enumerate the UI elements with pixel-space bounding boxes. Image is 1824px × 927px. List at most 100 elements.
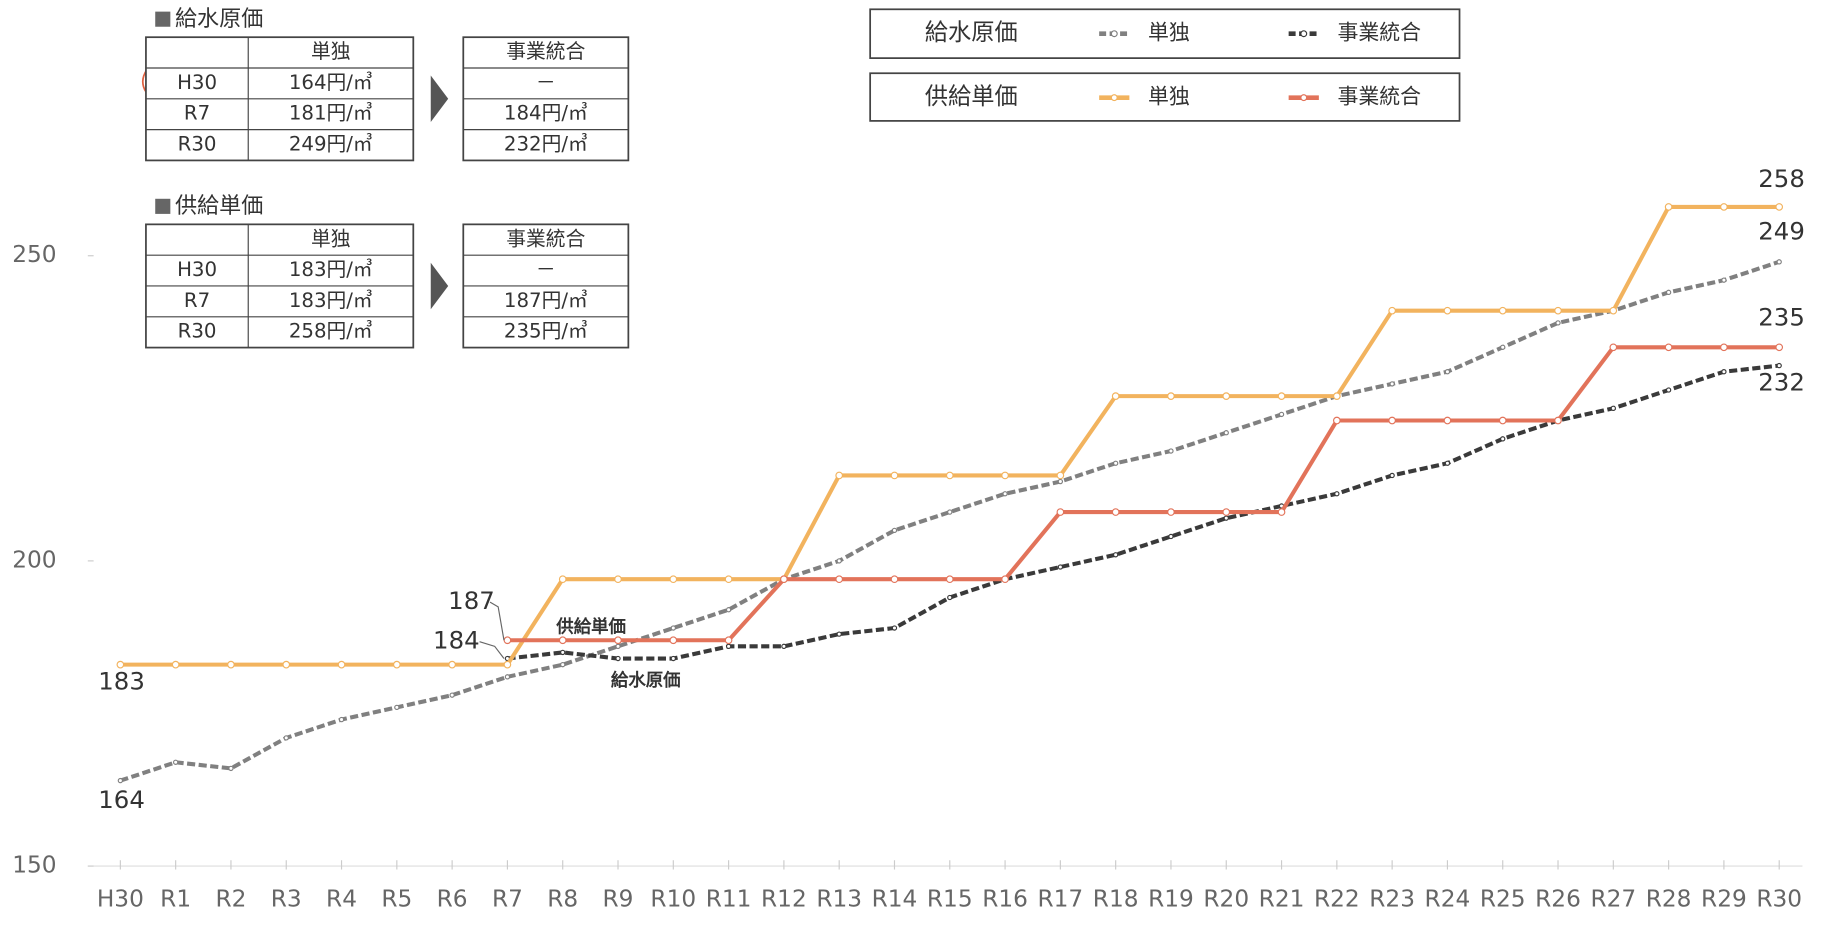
point	[1664, 343, 1673, 352]
x-tick-label: R10	[650, 885, 696, 912]
point	[1168, 533, 1174, 540]
point	[780, 575, 788, 584]
x-tick-label: R30	[1756, 885, 1802, 912]
point	[1112, 460, 1119, 466]
point	[1498, 416, 1507, 425]
legend-marker	[1110, 30, 1118, 38]
table-cell: －	[536, 71, 556, 94]
point	[227, 660, 235, 669]
x-tick-label: R2	[215, 885, 246, 912]
point	[1334, 491, 1340, 497]
series-line	[507, 345, 1780, 643]
annotation: 給水原価	[611, 670, 681, 691]
point	[670, 655, 676, 662]
table-cell: R30	[178, 133, 217, 156]
y-tick-label: 250	[12, 241, 56, 268]
x-tick-label: R15	[927, 885, 973, 912]
point	[228, 765, 234, 772]
x-tick-label: R18	[1093, 885, 1139, 912]
point	[1002, 491, 1008, 497]
table-cell: R7	[184, 289, 210, 312]
title-icon	[155, 198, 171, 214]
point	[1720, 343, 1728, 352]
point	[725, 643, 732, 650]
point	[1389, 381, 1395, 387]
point	[1057, 478, 1064, 485]
x-tick-label: R17	[1038, 885, 1084, 912]
point	[1500, 436, 1506, 442]
point	[1554, 306, 1562, 315]
point	[1776, 259, 1782, 265]
point	[503, 660, 512, 669]
table-cell: 181円/㎥	[289, 102, 373, 125]
x-tick-label: R12	[761, 885, 807, 912]
point	[1112, 552, 1119, 558]
arrow	[430, 262, 449, 310]
legend-marker	[1300, 94, 1308, 102]
point	[945, 471, 954, 480]
x-tick-label: R6	[437, 885, 468, 912]
legend-group: 給水原価	[925, 19, 1018, 46]
table-header: 単独	[311, 227, 351, 250]
x-tick-label: R26	[1535, 885, 1581, 912]
point	[1278, 411, 1285, 418]
point	[1056, 471, 1065, 480]
title-icon	[155, 11, 171, 27]
point	[1277, 508, 1286, 516]
point	[1609, 306, 1618, 315]
point	[338, 716, 345, 723]
point	[836, 631, 842, 637]
y-tick-label: 150	[12, 852, 56, 879]
point	[1223, 430, 1229, 436]
x-tick-label: R3	[271, 885, 302, 912]
point	[947, 594, 953, 601]
annotation: 供給単価	[555, 617, 626, 638]
point	[1223, 515, 1229, 521]
data-label: 258	[1758, 164, 1805, 193]
x-tick-label: R24	[1425, 885, 1471, 912]
point	[1388, 416, 1396, 425]
x-tick-label: R4	[326, 885, 357, 912]
table-cell: 249円/㎥	[289, 133, 373, 156]
point	[1555, 320, 1561, 326]
point	[1775, 203, 1784, 211]
table-title: 給水原価	[175, 7, 263, 32]
point	[558, 575, 567, 584]
data-label: 249	[1758, 216, 1805, 245]
table-cell: 183円/㎥	[289, 289, 373, 312]
table-cell: 184円/㎥	[504, 102, 588, 125]
point	[1664, 203, 1673, 211]
point	[1500, 344, 1506, 350]
x-tick-label: R29	[1701, 885, 1747, 912]
x-tick-label: R23	[1369, 885, 1415, 912]
legend-box	[869, 72, 1461, 122]
legend-group: 供給単価	[925, 83, 1018, 110]
table-cell: 187円/㎥	[504, 289, 588, 312]
point	[1665, 387, 1672, 393]
point	[947, 509, 953, 515]
point	[1721, 369, 1727, 375]
point	[1388, 306, 1396, 315]
point	[891, 625, 898, 631]
table-cell: 183円/㎥	[289, 258, 373, 281]
table-cell: H30	[177, 71, 217, 94]
point	[669, 636, 678, 645]
point	[1665, 289, 1672, 296]
point	[615, 643, 621, 650]
point	[560, 661, 566, 668]
point	[890, 471, 899, 480]
point	[1001, 471, 1009, 480]
table-title: 供給単価	[175, 194, 263, 219]
point	[1111, 392, 1120, 400]
table-cell: 164円/㎥	[289, 71, 373, 94]
table-header: 事業統合	[506, 40, 585, 63]
point	[1609, 343, 1618, 352]
point	[117, 777, 124, 784]
point	[1057, 564, 1064, 570]
x-tick-label: H30	[97, 885, 144, 912]
point	[560, 649, 566, 656]
table-cell: －	[536, 258, 556, 281]
point	[615, 655, 621, 662]
table-cell: H30	[177, 258, 217, 281]
point	[448, 660, 456, 669]
